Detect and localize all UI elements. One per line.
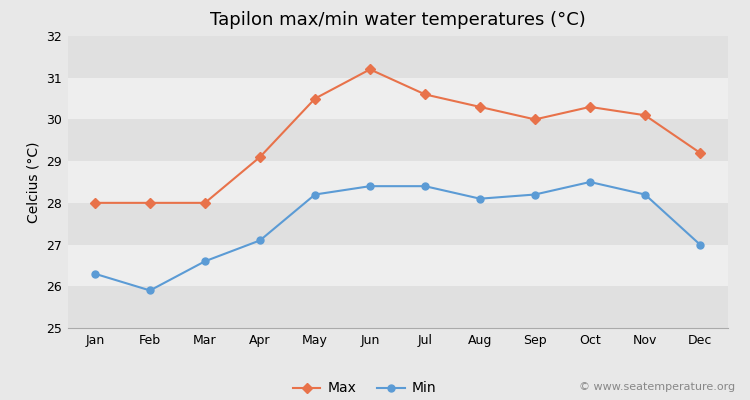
Min — [91, 271, 100, 276]
Bar — [68, 36, 728, 78]
Bar — [68, 244, 728, 286]
Max — [365, 67, 374, 72]
Max — [586, 104, 595, 109]
Bar — [68, 286, 728, 328]
Max — [476, 104, 484, 109]
Min — [200, 259, 209, 264]
Max — [200, 200, 209, 205]
Bar — [68, 203, 728, 244]
Max — [640, 113, 650, 118]
Legend: Max, Min: Max, Min — [287, 376, 442, 400]
Max — [310, 96, 320, 101]
Title: Tapilon max/min water temperatures (°C): Tapilon max/min water temperatures (°C) — [209, 11, 585, 29]
Bar — [68, 78, 728, 120]
Max — [91, 200, 100, 205]
Text: © www.seatemperature.org: © www.seatemperature.org — [579, 382, 735, 392]
Max — [256, 154, 265, 159]
Y-axis label: Celcius (°C): Celcius (°C) — [26, 141, 40, 223]
Min — [256, 238, 265, 243]
Line: Min: Min — [92, 178, 704, 294]
Min — [146, 288, 154, 293]
Max — [146, 200, 154, 205]
Max — [530, 117, 539, 122]
Max — [695, 150, 704, 155]
Min — [365, 184, 374, 188]
Max — [421, 92, 430, 97]
Min — [476, 196, 484, 201]
Bar — [68, 120, 728, 161]
Line: Max: Max — [92, 66, 704, 206]
Bar — [68, 161, 728, 203]
Min — [530, 192, 539, 197]
Min — [640, 192, 650, 197]
Min — [421, 184, 430, 188]
Min — [586, 180, 595, 184]
Min — [310, 192, 320, 197]
Min — [695, 242, 704, 247]
